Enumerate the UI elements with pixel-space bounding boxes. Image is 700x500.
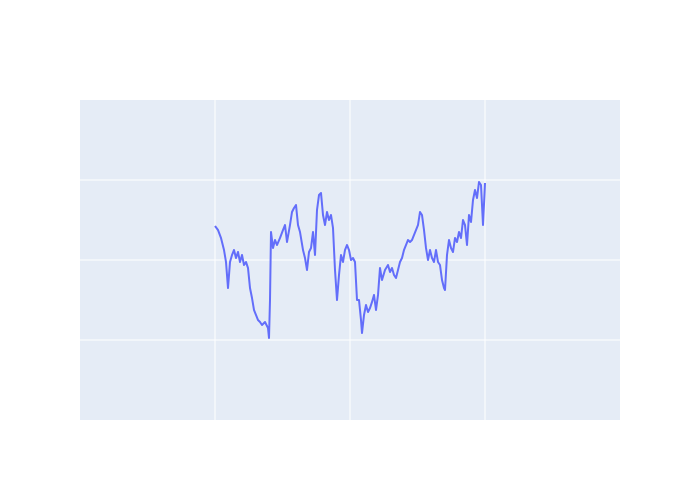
data-line: [214, 181, 486, 339]
